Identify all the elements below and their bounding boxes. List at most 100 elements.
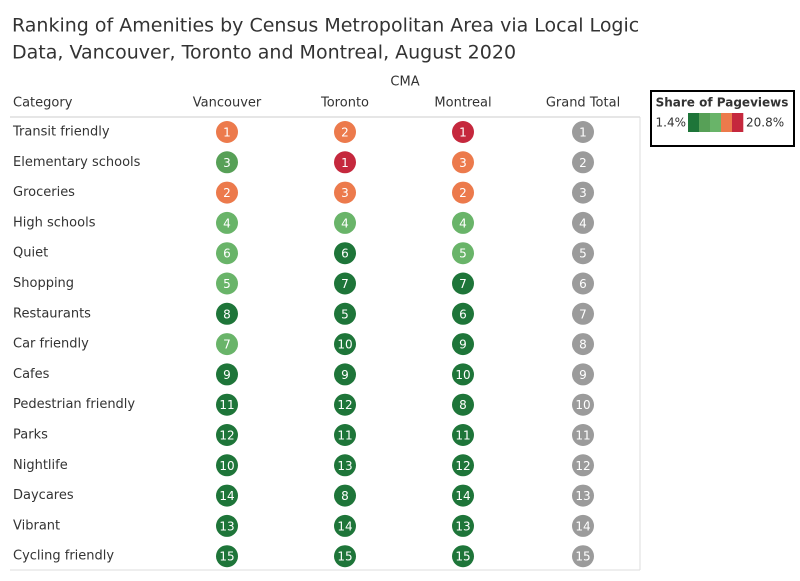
rank-label: 1 — [459, 126, 467, 140]
rank-label: 3 — [459, 156, 467, 170]
rank-marker — [572, 211, 594, 234]
rank-label: 13 — [455, 519, 470, 533]
rank-marker — [334, 363, 356, 386]
rank-marker — [216, 545, 238, 568]
rank-label: 13 — [337, 459, 352, 473]
rank-marker — [334, 181, 356, 204]
rank-marker — [216, 424, 238, 446]
rank-label: 5 — [579, 247, 587, 261]
column-header: Vancouver — [193, 96, 262, 111]
rank-label: 9 — [223, 368, 231, 382]
rank-label: 11 — [575, 429, 590, 443]
category-label: Car friendly — [13, 337, 89, 352]
rank-marker — [216, 181, 238, 204]
rank-label: 2 — [459, 186, 467, 200]
rank-label: 3 — [341, 186, 349, 200]
rank-marker — [572, 393, 594, 416]
rank-label: 15 — [219, 550, 234, 564]
legend-swatch — [699, 113, 711, 132]
rank-marker — [452, 333, 474, 356]
rank-marker — [334, 211, 356, 234]
rank-marker — [572, 272, 594, 295]
rank-marker — [452, 454, 474, 477]
legend-swatch — [688, 113, 700, 132]
rank-label: 8 — [579, 338, 587, 352]
rank-marker — [334, 545, 356, 568]
rank-marker — [216, 151, 238, 174]
category-label: High schools — [13, 215, 96, 230]
rank-marker — [572, 545, 594, 568]
rank-marker — [216, 393, 238, 416]
rank-marker — [572, 302, 594, 325]
rank-label: 10 — [455, 368, 470, 382]
column-header: Montreal — [434, 96, 491, 111]
rank-marker — [452, 242, 474, 265]
rank-marker — [572, 514, 594, 537]
rank-label: 4 — [459, 216, 467, 230]
chart-title: Data, Vancouver, Toronto and Montreal, A… — [12, 42, 516, 64]
rank-marker — [572, 454, 594, 477]
rank-marker — [572, 484, 594, 507]
rank-label: 9 — [341, 368, 349, 382]
category-label: Transit friendly — [12, 125, 110, 140]
category-label: Elementary schools — [13, 155, 141, 170]
rank-label: 6 — [459, 307, 467, 321]
rank-marker — [452, 272, 474, 295]
rank-label: 10 — [337, 338, 352, 352]
column-header: Toronto — [320, 96, 369, 111]
rank-label: 14 — [455, 489, 470, 503]
rank-marker — [334, 333, 356, 356]
rank-marker — [334, 302, 356, 325]
rank-marker — [572, 333, 594, 356]
rank-label: 2 — [341, 126, 349, 140]
rank-marker — [452, 211, 474, 234]
rank-marker — [216, 514, 238, 537]
rank-label: 11 — [337, 429, 352, 443]
rank-marker — [216, 121, 238, 143]
rank-marker — [216, 211, 238, 234]
category-label: Daycares — [13, 488, 74, 503]
rank-label: 4 — [341, 216, 349, 230]
rank-marker — [452, 363, 474, 386]
group-label: CMA — [390, 75, 419, 90]
rank-marker — [216, 484, 238, 507]
rank-label: 15 — [575, 550, 590, 564]
rank-marker — [334, 242, 356, 265]
rank-label: 8 — [459, 398, 467, 412]
rank-marker — [452, 121, 474, 143]
rank-label: 7 — [579, 307, 587, 321]
rank-marker — [452, 181, 474, 204]
chart-title: Ranking of Amenities by Census Metropoli… — [12, 15, 639, 37]
rank-label: 4 — [579, 216, 587, 230]
rank-marker — [216, 333, 238, 356]
rank-marker — [572, 121, 594, 143]
rank-label: 11 — [219, 398, 234, 412]
rank-label: 9 — [459, 338, 467, 352]
rank-label: 12 — [219, 429, 234, 443]
rank-marker — [572, 424, 594, 446]
legend-swatch — [732, 113, 744, 132]
row-header: Category — [13, 96, 73, 111]
rank-label: 12 — [337, 398, 352, 412]
rank-marker — [452, 545, 474, 568]
rank-label: 8 — [341, 489, 349, 503]
rank-marker — [452, 484, 474, 507]
rank-marker — [216, 302, 238, 325]
rank-label: 10 — [575, 398, 590, 412]
rank-label: 8 — [223, 307, 231, 321]
rank-label: 15 — [455, 550, 470, 564]
rank-label: 2 — [223, 186, 231, 200]
category-label: Cycling friendly — [13, 549, 114, 564]
rank-marker — [452, 302, 474, 325]
rank-marker — [334, 393, 356, 416]
legend-title: Share of Pageviews — [656, 96, 789, 110]
rank-label: 3 — [579, 186, 587, 200]
category-label: Shopping — [13, 276, 74, 291]
rank-label: 1 — [579, 126, 587, 140]
rank-marker — [572, 151, 594, 174]
rank-label: 6 — [579, 277, 587, 291]
rank-label: 13 — [575, 489, 590, 503]
category-label: Cafes — [13, 367, 50, 382]
category-label: Restaurants — [13, 306, 91, 321]
rank-label: 5 — [223, 277, 231, 291]
